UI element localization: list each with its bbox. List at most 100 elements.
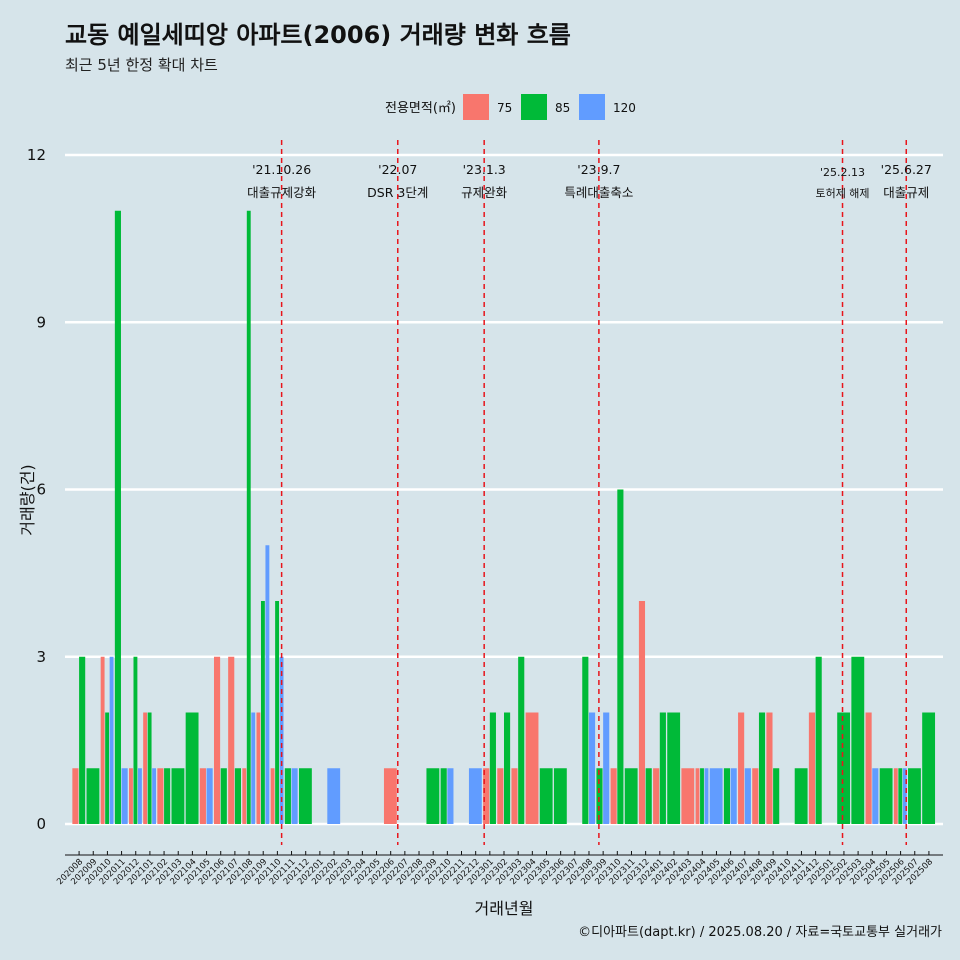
bar-202407-120: [744, 768, 751, 824]
bar-202106-75: [213, 656, 221, 824]
bar-202107-75: [228, 656, 235, 824]
bar-202010-75: [100, 656, 105, 824]
bar-202202-120: [327, 768, 341, 824]
legend-label: 85: [555, 101, 570, 115]
bar-202009-85: [86, 768, 100, 824]
bar-202404-120: [704, 768, 709, 824]
bar-202407-75: [738, 712, 745, 824]
bar-202102-85: [164, 768, 171, 824]
event-label: 토허제 해제: [815, 186, 869, 200]
bar-202310-85: [617, 489, 624, 824]
bar-202010-85: [105, 712, 110, 824]
event-date: '25.2.13: [820, 166, 865, 179]
y-axis: 0 3 6 9 12: [27, 146, 46, 833]
bar-202110-120: [279, 656, 284, 824]
bar-202406-120: [730, 768, 737, 824]
bar-202106-85: [220, 768, 227, 824]
bar-202502-85: [837, 712, 851, 824]
bar-202302-75: [497, 768, 504, 824]
bar-202409-75: [766, 712, 773, 824]
chart-subtitle: 최근 5년 한정 확대 차트: [65, 56, 218, 74]
bar-202209-85: [426, 768, 440, 824]
event-date: '22.07: [378, 162, 417, 177]
bar-202505-85: [879, 768, 893, 824]
bar-202506-120: [902, 768, 907, 824]
event-label: 대출규제: [883, 185, 929, 200]
bar-202111-120: [291, 768, 298, 824]
bar-202105-120: [206, 768, 213, 824]
bar-202309-85: [596, 768, 603, 824]
bar-202404-75: [695, 768, 700, 824]
y-tick-label: 12: [27, 146, 46, 164]
legend-label: 75: [497, 101, 512, 115]
bar-202104-85: [185, 712, 199, 824]
bar-202312-85: [645, 768, 652, 824]
bar-202308-85: [582, 656, 589, 824]
bar-202102-75: [157, 768, 164, 824]
bar-202008-85: [79, 656, 86, 824]
bar-202508-85: [922, 712, 936, 824]
event-label: DSR 3단계: [367, 185, 428, 200]
x-axis-title: 거래년월: [475, 899, 534, 918]
bar-202108-75: [242, 768, 247, 824]
bar-202402-85: [667, 712, 681, 824]
chart-title: 교동 예일세띠앙 아파트(2006) 거래량 변화 흐름: [65, 21, 571, 49]
bar-202506-75: [893, 768, 898, 824]
bar-202011-85: [114, 210, 121, 824]
bar-202101-120: [152, 768, 157, 824]
bar-202301-75: [483, 768, 490, 824]
bar-202503-85: [851, 656, 865, 824]
bar-202110-85: [275, 601, 280, 824]
caption: ©디아파트(dapt.kr) / 2025.08.20 / 자료=국토교통부 실…: [578, 925, 942, 940]
bar-202110-75: [270, 768, 275, 824]
bar-202011-120: [121, 768, 128, 824]
bar-202303-75: [511, 768, 518, 824]
event-date: '21.10.26: [252, 162, 311, 177]
bar-202305-85: [539, 768, 553, 824]
bar-202012-75: [129, 768, 133, 824]
event-label: 규제완화: [461, 185, 508, 200]
bar-202409-85: [773, 768, 780, 824]
bar-202411-85: [794, 768, 808, 824]
bar-202206-75: [383, 768, 397, 824]
bar-202405-120: [709, 768, 723, 824]
bar-202108-120: [251, 712, 256, 824]
bar-202310-75: [610, 768, 617, 824]
bar-202101-85: [147, 712, 152, 824]
event-label: 대출규제강화: [247, 185, 317, 200]
bar-202406-85: [723, 768, 731, 824]
bar-202109-85: [260, 601, 265, 824]
bar-202105-75: [199, 768, 206, 824]
bar-202103-85: [171, 768, 185, 824]
bar-202404-85: [700, 768, 704, 824]
y-tick-label: 9: [36, 313, 46, 331]
y-tick-label: 3: [36, 648, 46, 666]
bar-202302-85: [504, 712, 511, 824]
bar-202412-85: [815, 656, 822, 824]
bar-202504-120: [872, 768, 879, 824]
bar-202111-85: [284, 768, 291, 824]
y-tick-label: 0: [36, 815, 46, 833]
bar-202506-85: [898, 768, 903, 824]
bar-202507-85: [908, 768, 921, 824]
bar-202401-85: [659, 712, 666, 824]
bar-202306-85: [553, 768, 567, 824]
bar-202212-120: [468, 768, 482, 824]
bar-202303-85: [518, 656, 525, 824]
bar-202112-85: [298, 768, 312, 824]
event-markers: '21.10.26 대출규제강화 '22.07 DSR 3단계 '23.1.3 규제완화 '…: [247, 140, 932, 845]
bar-202504-75: [865, 712, 872, 824]
y-tick-label: 6: [36, 481, 46, 499]
x-axis: 2020082020092020102020112020122021012021…: [55, 851, 943, 887]
bar-202312-75: [638, 601, 646, 824]
event-label: 특례대출축소: [564, 185, 633, 200]
legend-title: 전용면적(㎡): [385, 101, 456, 116]
event-date: '23.9.7: [577, 162, 620, 177]
y-axis-title: 거래량(건): [18, 464, 37, 535]
bar-202010-120: [109, 656, 114, 824]
bar-202210-85: [440, 768, 447, 824]
bar-202412-75: [808, 712, 816, 824]
bar-202311-85: [624, 768, 638, 824]
